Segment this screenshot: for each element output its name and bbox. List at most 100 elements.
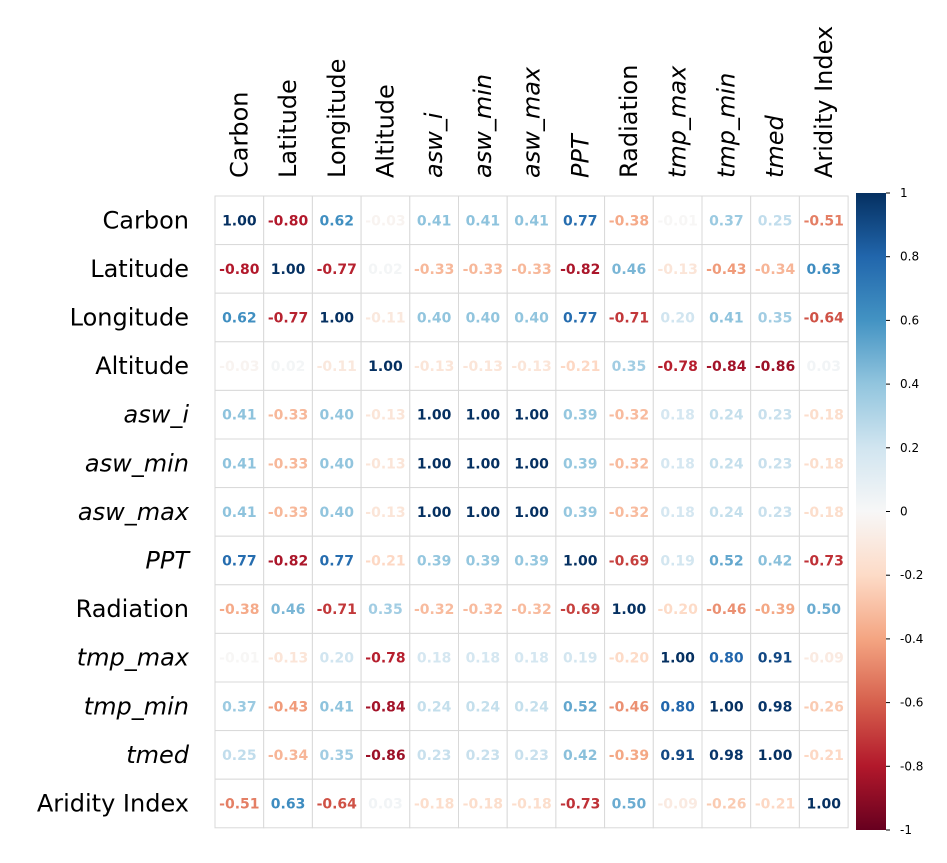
cell-value-label: -0.33 [268,505,308,521]
cell-value-label: -0.51 [804,213,844,229]
heatmap-cell [701,535,752,586]
cell-value-label: 0.40 [514,311,549,327]
column-label: Latitude [274,79,302,178]
cell-value-label: -0.03 [365,213,405,229]
cell-value-label: 0.24 [709,456,744,472]
cell-value-label: 0.37 [709,213,744,229]
cell-value-label: 0.02 [271,359,306,375]
heatmap-cell [701,292,752,343]
column-label: Altitude [371,84,399,178]
cell-value-label: -0.84 [706,359,747,375]
heatmap-cell [263,389,313,440]
cell-value-label: -0.21 [804,748,844,764]
heatmap-cell [750,778,800,829]
cell-value-label: -0.18 [804,456,844,472]
cell-value-label: 1.00 [417,505,452,521]
cell-value-label: 0.23 [514,748,549,764]
cell-value-label: 0.18 [660,408,695,424]
heatmap-cell [652,244,703,294]
cell-value-label: 1.00 [222,213,257,229]
heatmap-cell [360,244,411,294]
colorbar-tick-label: -0.4 [900,632,923,646]
row-label: tmp_min [84,692,189,720]
cell-value-label: 1.00 [466,505,501,521]
cell-value-label: -0.13 [365,408,405,424]
cell-value-label: 0.25 [222,748,257,764]
heatmap-cell [214,487,265,537]
cell-value-label: 0.19 [563,651,598,667]
heatmap-cell [409,535,459,586]
cell-value-label: 0.37 [222,699,257,715]
heatmap-cell [604,584,654,634]
heatmap-cell [798,487,849,537]
cell-value-label: 0.77 [563,311,598,327]
heatmap-cell [506,438,557,489]
heatmap-cell [604,487,654,537]
heatmap-cell [555,195,606,246]
heatmap-cell [701,632,752,683]
cell-value-label: -0.43 [706,262,746,278]
cell-value-label: -0.77 [268,311,308,327]
cell-value-label: 0.24 [466,699,501,715]
cell-value-label: 0.02 [368,262,403,278]
cell-value-label: 0.91 [660,748,695,764]
cell-value-label: 0.18 [417,651,452,667]
heatmap-cell [604,389,654,440]
column-label: Carbon [225,92,253,178]
heatmap-cell [555,584,606,634]
cell-value-label: -0.82 [268,554,308,570]
cell-value-label: 0.23 [466,748,501,764]
heatmap-cell [798,681,849,732]
heatmap-cell [311,632,362,683]
cell-value-label: -0.26 [706,797,746,813]
cell-value-label: 1.00 [319,311,354,327]
heatmap-cell [506,244,557,294]
cell-value-label: 0.19 [660,554,695,570]
column-label: asw_min [469,74,497,178]
cell-value-label: 0.39 [417,554,452,570]
cell-value-label: 0.50 [612,797,647,813]
cell-value-label: 0.41 [466,213,501,229]
cell-value-label: -0.18 [463,797,503,813]
cell-value-label: -0.51 [219,797,259,813]
heatmap-cell [798,438,849,489]
heatmap-cell [750,341,800,391]
cell-value-label: 0.62 [319,213,354,229]
cell-value-label: 0.24 [417,699,452,715]
colorbar-tick-label: -0.8 [900,759,923,773]
colorbar-tick-label: 0.6 [900,313,919,327]
cell-value-label: 0.52 [709,554,744,570]
column-label: Longitude [323,59,351,178]
heatmap-cell [458,584,508,634]
cell-value-label: 0.98 [758,699,793,715]
heatmap-cell [652,341,703,391]
cell-value-label: 0.35 [612,359,647,375]
heatmap-cell [458,535,508,586]
cell-value-label: 0.41 [709,311,744,327]
cell-value-label: -0.18 [804,505,844,521]
cell-value-label: -0.32 [609,456,649,472]
colorbar-tick-label: 0.4 [900,377,919,391]
heatmap-cell [263,632,313,683]
cell-value-label: 0.80 [660,699,695,715]
heatmap-cell [604,244,654,294]
heatmap-cell [604,632,654,683]
heatmap-cell [750,389,800,440]
heatmap-cell [311,389,362,440]
heatmap-cell [409,632,459,683]
heatmap-cell [750,681,800,732]
column-labels: Carbon Latitude Longitude Altitude asw_i asw_… [225,26,837,178]
heatmap-cell [214,778,265,829]
cell-value-label: -0.64 [804,311,845,327]
cell-value-label: -0.13 [268,651,308,667]
row-label: Aridity Index [37,790,189,818]
cell-value-label: 0.41 [222,408,257,424]
cell-value-label: 1.00 [806,797,841,813]
cell-value-label: -0.73 [804,554,844,570]
colorbar-tick-label: 1 [900,186,908,200]
cell-value-label: 0.50 [806,602,841,618]
cell-value-label: -0.18 [414,797,454,813]
heatmap-cell [750,535,800,586]
cell-value-label: 0.98 [709,748,744,764]
cell-value-label: 0.18 [660,505,695,521]
